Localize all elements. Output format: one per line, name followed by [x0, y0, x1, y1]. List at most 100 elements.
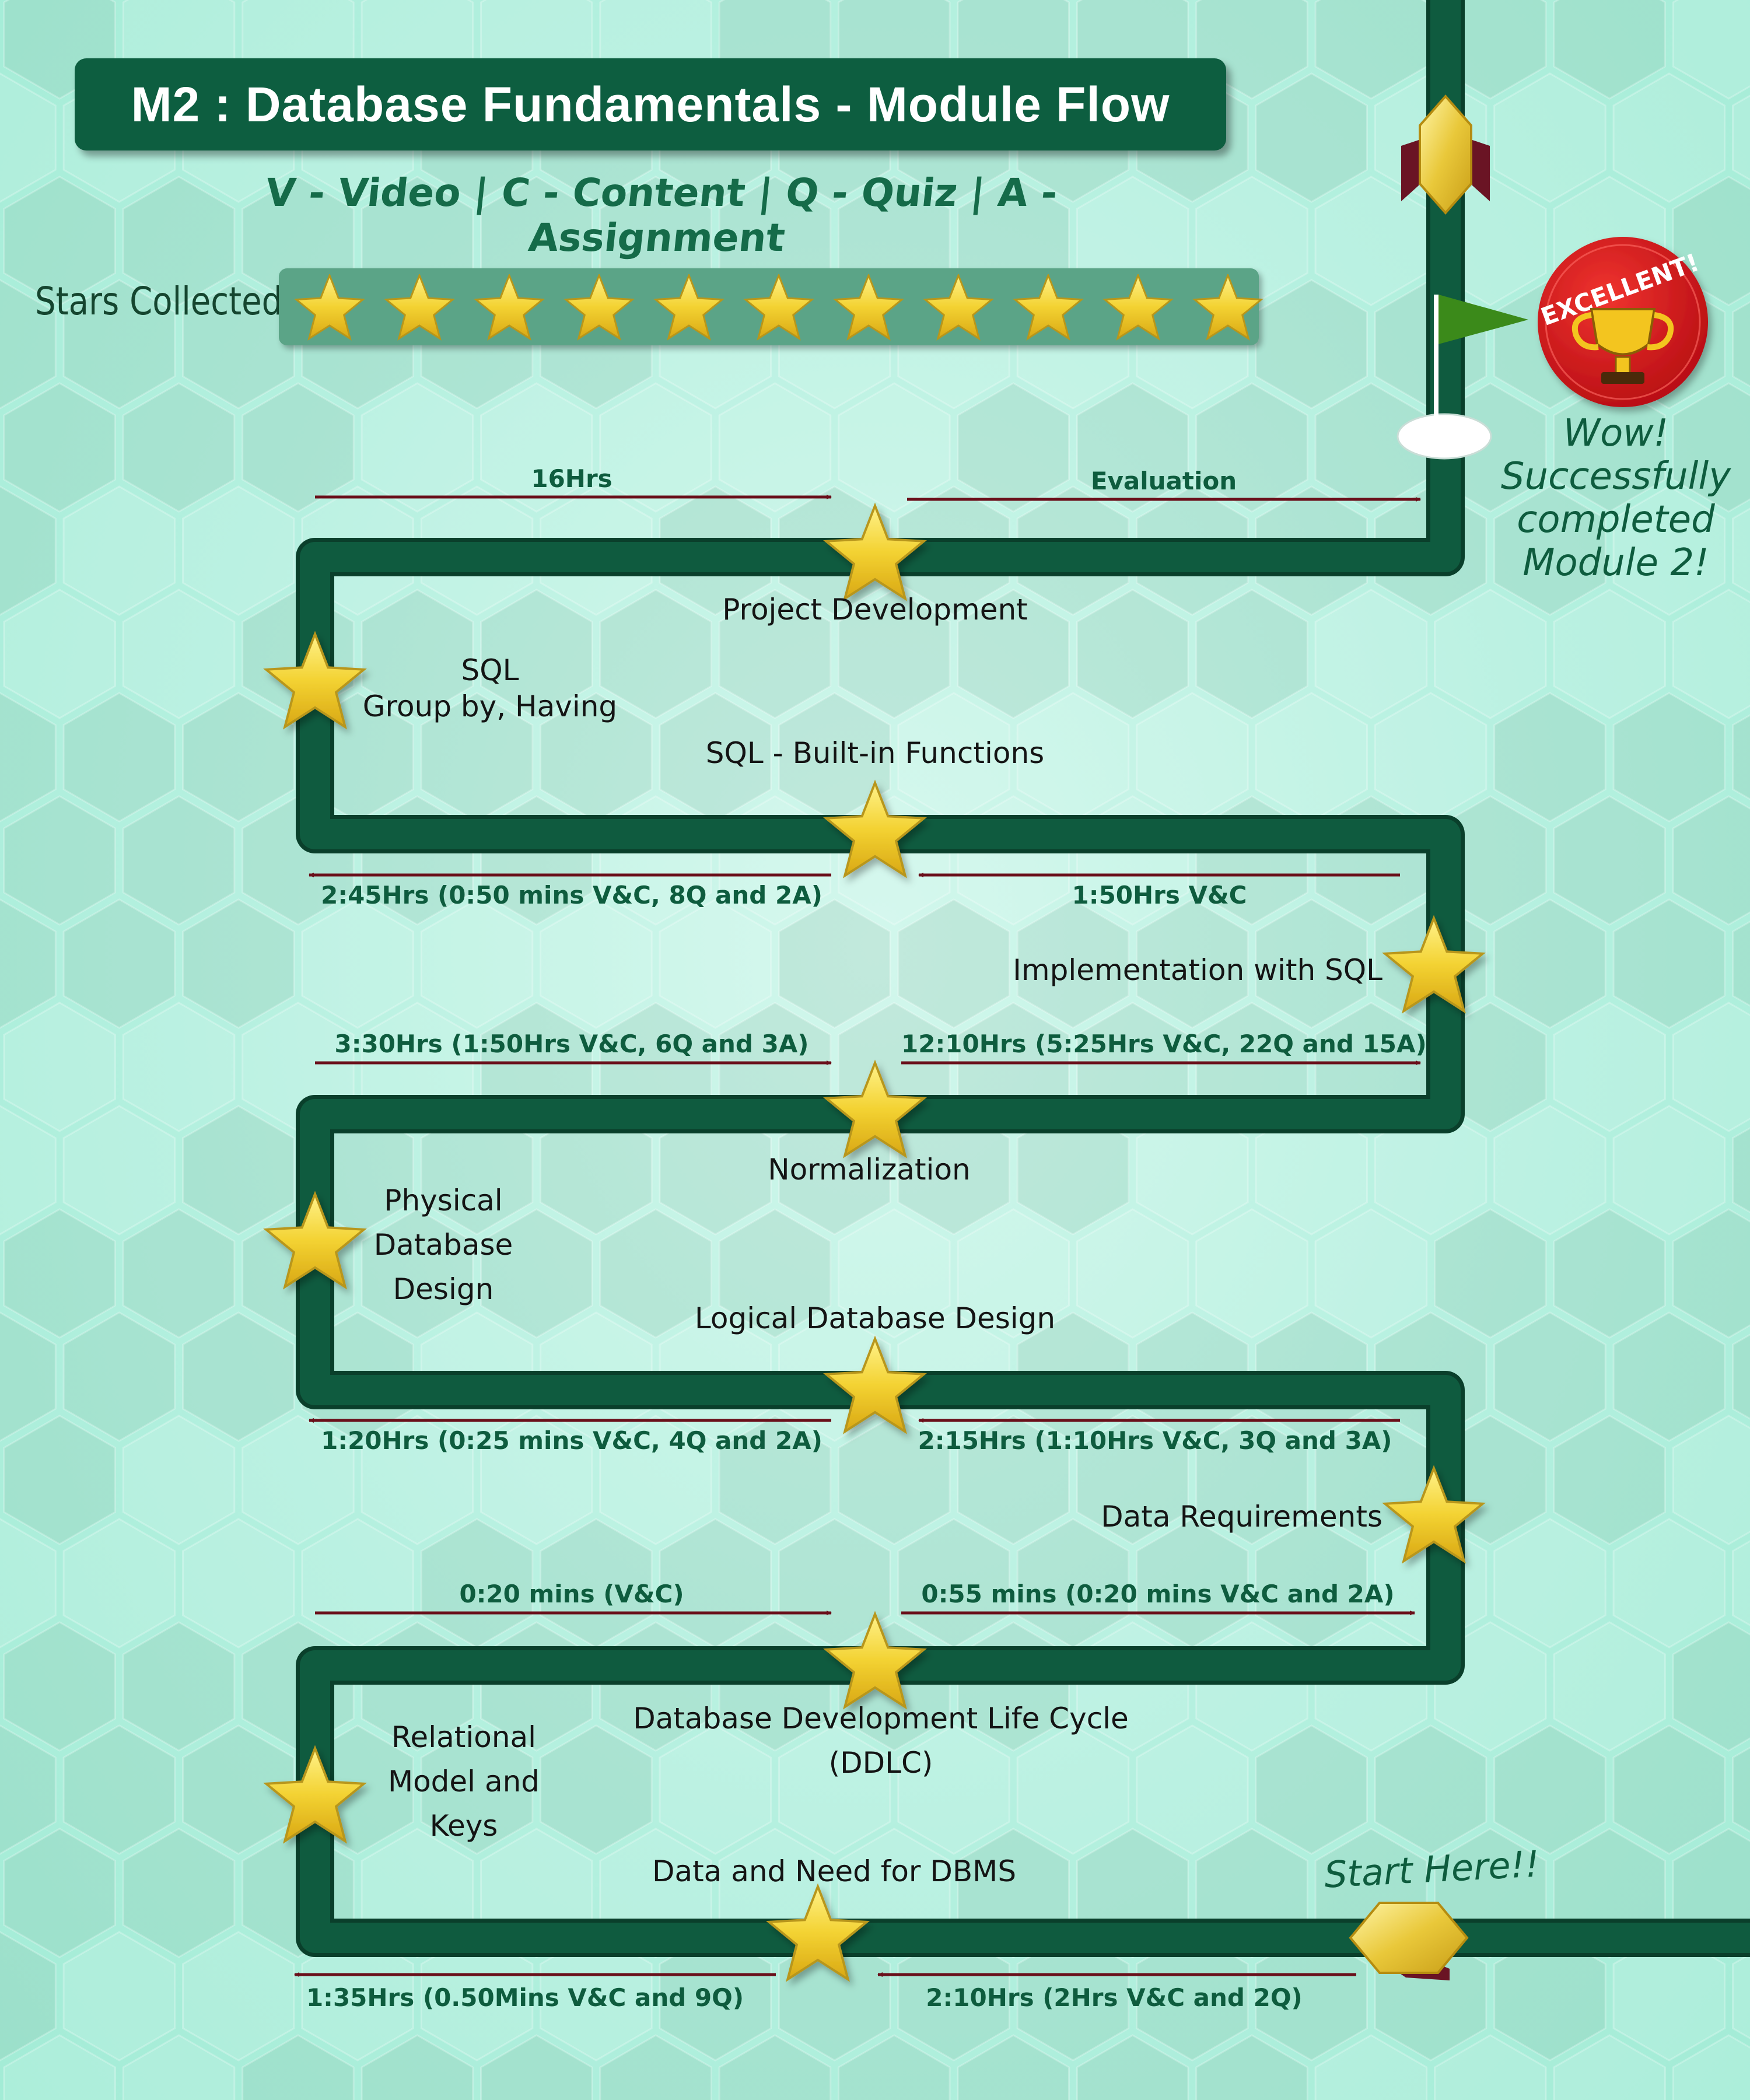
- hexagon-tile: [3, 589, 116, 719]
- hexagon-tile: [1553, 1002, 1666, 1132]
- hexagon-tile: [3, 1621, 116, 1752]
- hexagon-tile: [1493, 1518, 1606, 1648]
- hexagon-tile: [1732, 1953, 1750, 2039]
- hexagon-tile: [0, 72, 57, 203]
- star-icon: [383, 274, 456, 341]
- hexagon-tile: [1732, 1746, 1750, 1833]
- hexagon-tile: [1553, 382, 1666, 513]
- hexagon-tile: [62, 692, 176, 822]
- hexagon-tile: [897, 1931, 1010, 2062]
- hexagon-tile: [182, 898, 295, 1029]
- hexagon-tile: [1672, 1621, 1750, 1752]
- hexagon-tile: [1493, 1311, 1606, 1442]
- hexagon-tile: [1255, 1931, 1368, 2062]
- topic-ddlc: Database Development Life Cycle (DDLC): [633, 1702, 1129, 1780]
- hexagon-tile: [1076, 1415, 1189, 1545]
- hexagon-tile: [1374, 1724, 1488, 1855]
- hexagon-tile: [1672, 0, 1750, 100]
- duration-label: 1:20Hrs (0:25 mins V&C, 4Q and 2A): [321, 1426, 822, 1455]
- hexagon-tile: [897, 898, 1010, 1029]
- hexagon-tile: [1493, 72, 1606, 203]
- hexagon-tile: [62, 898, 176, 1029]
- hexagon-tile: [659, 898, 772, 1029]
- hexagon-tile: [1612, 485, 1726, 616]
- hexagon-tile: [1374, 1105, 1488, 1236]
- hexagon-tile: [0, 1931, 57, 2062]
- hexagon-tile: [1076, 2034, 1189, 2100]
- hexagon-tile: [718, 1415, 832, 1545]
- topic-sql-groupby: SQL Group by, Having: [362, 653, 618, 723]
- hexagon-tile: [480, 1208, 593, 1339]
- hexagon-tile: [1076, 382, 1189, 513]
- topic-data-requirements: Data Requirements: [1101, 1500, 1382, 1534]
- hexagon-tile: [182, 1724, 295, 1855]
- hexagon-tile: [1076, 589, 1189, 719]
- hexagon-tile: [1672, 2034, 1750, 2100]
- hexagon-tile: [718, 2034, 832, 2100]
- hexagon-tile: [3, 1208, 116, 1339]
- hexagon-tile: [1136, 1724, 1249, 1855]
- hexagon-tile: [599, 1208, 712, 1339]
- hexagon-tile: [957, 1415, 1070, 1545]
- hexagon-tile: [1732, 921, 1750, 1007]
- star-icon: [1382, 1465, 1486, 1564]
- trophy-icon: [1572, 308, 1674, 384]
- hexagon-tile: [1732, 1127, 1750, 1213]
- star-icon: [653, 274, 725, 341]
- hexagon-tile: [1553, 1208, 1666, 1339]
- hexagon-tile: [1076, 1208, 1189, 1339]
- hexagon-tile: [480, 382, 593, 513]
- hexagon-tile: [420, 1724, 534, 1855]
- hexagon-tile: [1434, 589, 1547, 719]
- hexagon-tile: [778, 1724, 891, 1855]
- hexagon-tile: [1195, 2034, 1308, 2100]
- duration-label: 2:10Hrs (2Hrs V&C and 2Q): [926, 1983, 1303, 2012]
- duration-label: 0:20 mins (V&C): [459, 1580, 684, 1608]
- hexagon-tile: [1553, 2034, 1666, 2100]
- star-icon: [766, 1883, 870, 1982]
- legend: V - Video | C - Content | Q - Quiz | A -…: [263, 170, 1060, 260]
- hexagon-tile: [957, 2034, 1070, 2100]
- hexagon-tile: [0, 485, 57, 616]
- duration-label: 2:45Hrs (0:50 mins V&C, 8Q and 2A): [321, 881, 822, 909]
- hexagon-tile: [540, 1105, 653, 1236]
- hexagon-tile: [480, 2034, 593, 2100]
- star-icon: [823, 1335, 927, 1434]
- hexagon-tile: [1672, 795, 1750, 926]
- duration-label: 2:15Hrs (1:10Hrs V&C, 3Q and 3A): [918, 1426, 1392, 1455]
- hexagon-tile: [0, 279, 57, 410]
- duration-label: Evaluation: [1090, 467, 1237, 495]
- hexagon-tile: [1732, 508, 1750, 594]
- hexagon-tile: [838, 589, 951, 719]
- hexagon-tile: [1136, 898, 1249, 1029]
- duration-label: 1:50Hrs V&C: [1072, 881, 1247, 909]
- duration-label: 16Hrs: [531, 464, 612, 493]
- hexagon-tile: [1493, 1931, 1606, 2062]
- duration-label: 3:30Hrs (1:50Hrs V&C, 6Q and 3A): [334, 1030, 809, 1058]
- hexagon-tile: [1493, 1105, 1606, 1236]
- hexagon-tile: [0, 898, 57, 1029]
- hexagon-tile: [62, 485, 176, 616]
- hexagon-tile: [182, 1931, 295, 2062]
- hexagon-tile: [301, 898, 414, 1029]
- hexagon-tile: [360, 1208, 474, 1339]
- hexagon-tile: [1493, 692, 1606, 822]
- hexagon-tile: [301, 1931, 414, 2062]
- hexagon-tile: [1553, 0, 1666, 100]
- hexagon-tile: [540, 1931, 653, 2062]
- star-icon: [473, 274, 545, 341]
- hexagon-tile: [1672, 1002, 1750, 1132]
- hexagon-tile: [718, 589, 832, 719]
- hexagon-tile: [1195, 589, 1308, 719]
- hexagon-tile: [420, 898, 534, 1029]
- hexagon-tile: [3, 1828, 116, 1958]
- hexagon-tile: [897, 1724, 1010, 1855]
- hexagon-tile: [1612, 1518, 1726, 1648]
- hexagon-tile: [1553, 589, 1666, 719]
- hexagon-tile: [599, 382, 712, 513]
- hexagon-tile: [1314, 2034, 1428, 2100]
- hexagon-tile: [182, 1105, 295, 1236]
- hexagon-tile: [659, 1105, 772, 1236]
- hexagon-tile: [122, 1208, 236, 1339]
